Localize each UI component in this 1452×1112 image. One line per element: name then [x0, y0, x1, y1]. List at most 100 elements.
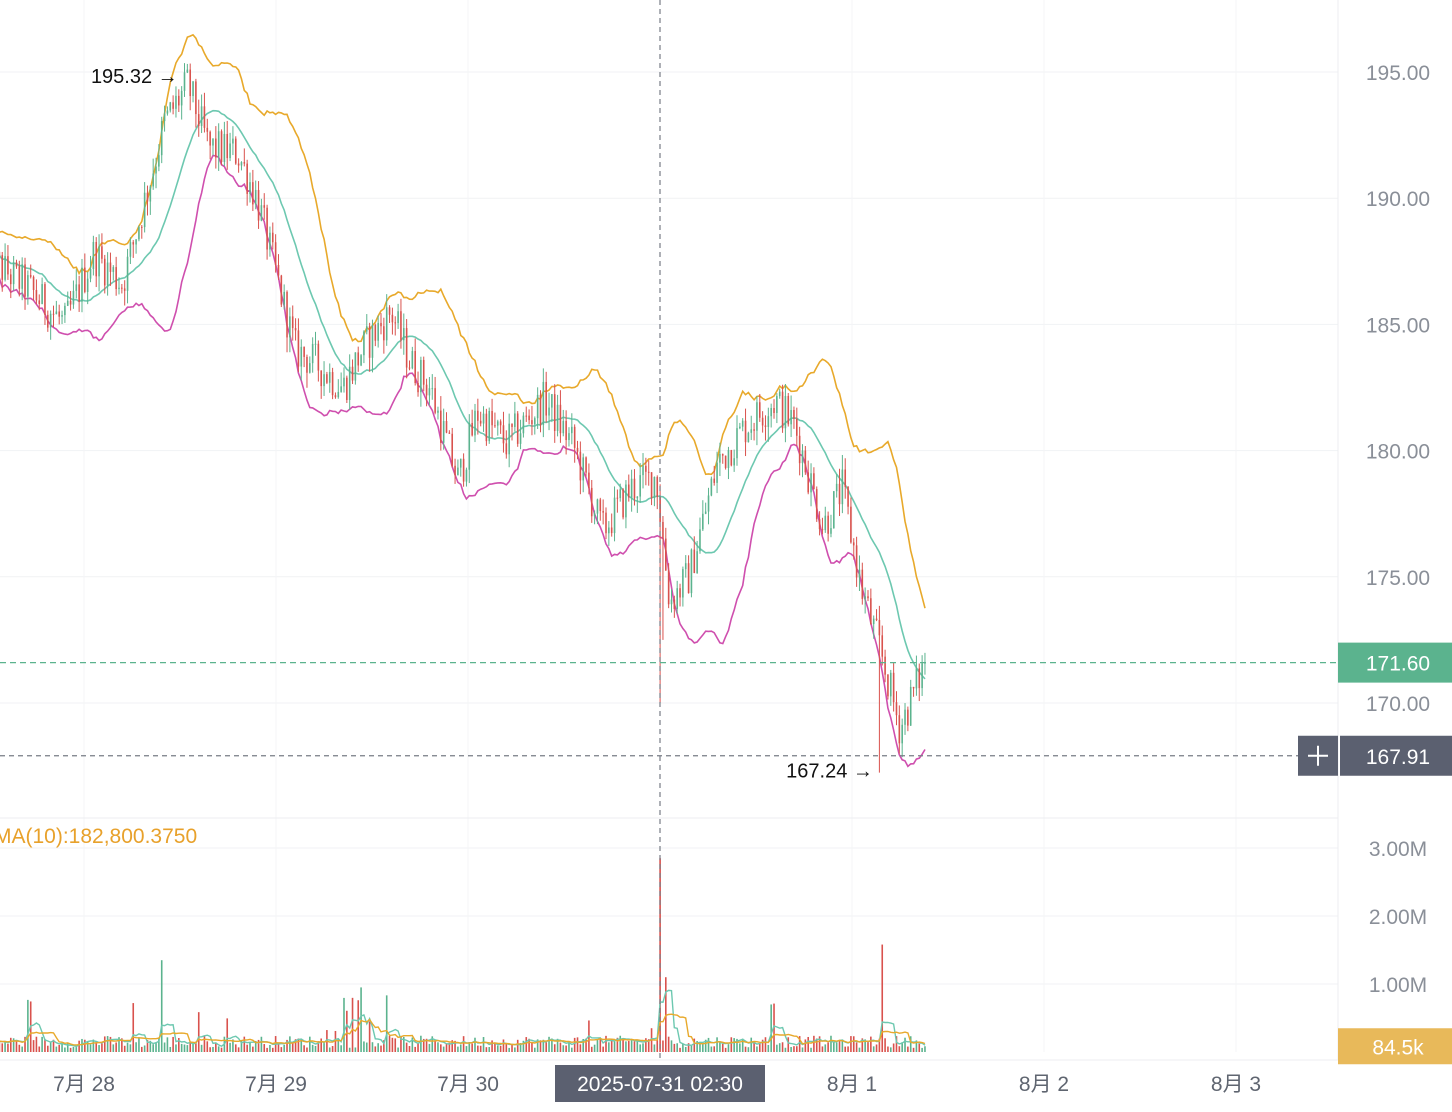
volume-bar — [209, 1047, 211, 1052]
volume-bar — [140, 1046, 143, 1052]
volume-bar — [346, 1010, 348, 1052]
candle-body — [818, 519, 821, 530]
candle-body — [881, 635, 884, 657]
candle-body — [323, 374, 325, 387]
volume-bar — [52, 1039, 55, 1052]
candle-body — [388, 307, 391, 315]
candle-body — [909, 686, 912, 726]
candle-body — [12, 262, 15, 285]
volume-bar — [610, 1039, 613, 1052]
candle-body — [9, 274, 12, 285]
volume-bar — [4, 1041, 6, 1052]
volume-bar — [622, 1039, 624, 1052]
candle-body — [78, 284, 80, 302]
candle-body — [858, 569, 861, 578]
time-tick-label: 7月 29 — [245, 1073, 307, 1096]
candle-body — [360, 355, 362, 366]
candle-body — [380, 322, 382, 327]
volume-bar — [289, 1036, 291, 1052]
candle-body — [673, 599, 676, 609]
candle-body — [810, 473, 812, 493]
volume-bar — [143, 1045, 146, 1052]
volume-bar — [462, 1036, 465, 1052]
candle-body — [719, 453, 721, 463]
candle-body — [713, 478, 716, 483]
candle-body — [505, 443, 508, 455]
candle-body — [95, 241, 98, 277]
candle-body — [106, 262, 109, 286]
candle-body — [485, 413, 488, 442]
candle-body — [496, 421, 499, 426]
candle-body — [414, 351, 416, 383]
volume-bar — [152, 1044, 154, 1052]
volume-bar — [121, 1038, 123, 1052]
candle-body — [477, 410, 479, 421]
candle-body — [135, 239, 137, 245]
volume-bar — [522, 1040, 525, 1052]
volume-bar — [12, 1038, 15, 1052]
volume-bar — [699, 1043, 701, 1052]
price-tick-label: 175.00 — [1366, 567, 1430, 590]
volume-bar — [511, 1044, 513, 1052]
candle-body — [89, 268, 92, 279]
candle-body — [431, 388, 434, 390]
volume-bar — [559, 1042, 562, 1052]
candle-body — [118, 287, 120, 290]
candle-body — [266, 207, 268, 250]
candle-body — [203, 106, 206, 128]
volume-bar — [422, 1038, 425, 1052]
candle-body — [158, 155, 160, 167]
candle-body — [861, 569, 864, 599]
candle-body — [283, 291, 285, 305]
candle-body — [354, 352, 357, 381]
volume-bar — [904, 1037, 906, 1052]
candle-body — [511, 423, 513, 427]
volume-bar — [286, 1039, 288, 1052]
volume-bar — [166, 1037, 169, 1052]
candle-body — [733, 458, 735, 466]
volume-bar — [887, 1046, 889, 1052]
volume-bar — [915, 1040, 918, 1052]
volume-bar — [542, 1039, 545, 1052]
volume-bar — [901, 1042, 903, 1052]
volume-bar — [602, 1046, 604, 1052]
volume-bar — [388, 1035, 391, 1052]
volume-bar — [109, 1036, 112, 1052]
volume-bar — [49, 1042, 52, 1052]
volume-bar — [75, 1047, 78, 1052]
candle-body — [855, 545, 858, 578]
candle-body — [109, 262, 112, 272]
volume-bar — [27, 999, 29, 1052]
volume-bar — [41, 1036, 43, 1052]
volume-bar — [841, 1039, 844, 1052]
candle-body — [727, 450, 730, 468]
candle-body — [337, 391, 340, 398]
volume-bar — [84, 1039, 86, 1052]
volume-bar — [835, 1042, 838, 1052]
volume-bar — [266, 1047, 268, 1052]
volume-bar — [531, 1041, 533, 1052]
low-annotation: 167.24 → — [786, 761, 873, 783]
candle-body — [437, 410, 439, 413]
candle-body — [596, 499, 599, 514]
candle-body — [551, 394, 553, 408]
candle-body — [610, 527, 613, 534]
volume-bar — [793, 1046, 795, 1052]
volume-bar — [807, 1036, 809, 1052]
candle-body — [889, 672, 892, 697]
volume-bar — [730, 1037, 733, 1052]
volume-bar — [44, 1039, 46, 1052]
candle-body — [907, 709, 909, 726]
candle-body — [548, 407, 550, 416]
volume-bar — [431, 1036, 434, 1052]
high-annotation: 195.32 → — [91, 66, 178, 88]
volume-bar — [69, 1047, 72, 1052]
volume-bar — [61, 1043, 63, 1052]
candle-body — [892, 672, 895, 703]
time-tick-label: 7月 28 — [53, 1073, 115, 1096]
volume-bar — [58, 1044, 60, 1052]
volume-bar — [459, 1044, 462, 1052]
volume-bar — [183, 1044, 186, 1052]
candle-body — [613, 497, 616, 534]
